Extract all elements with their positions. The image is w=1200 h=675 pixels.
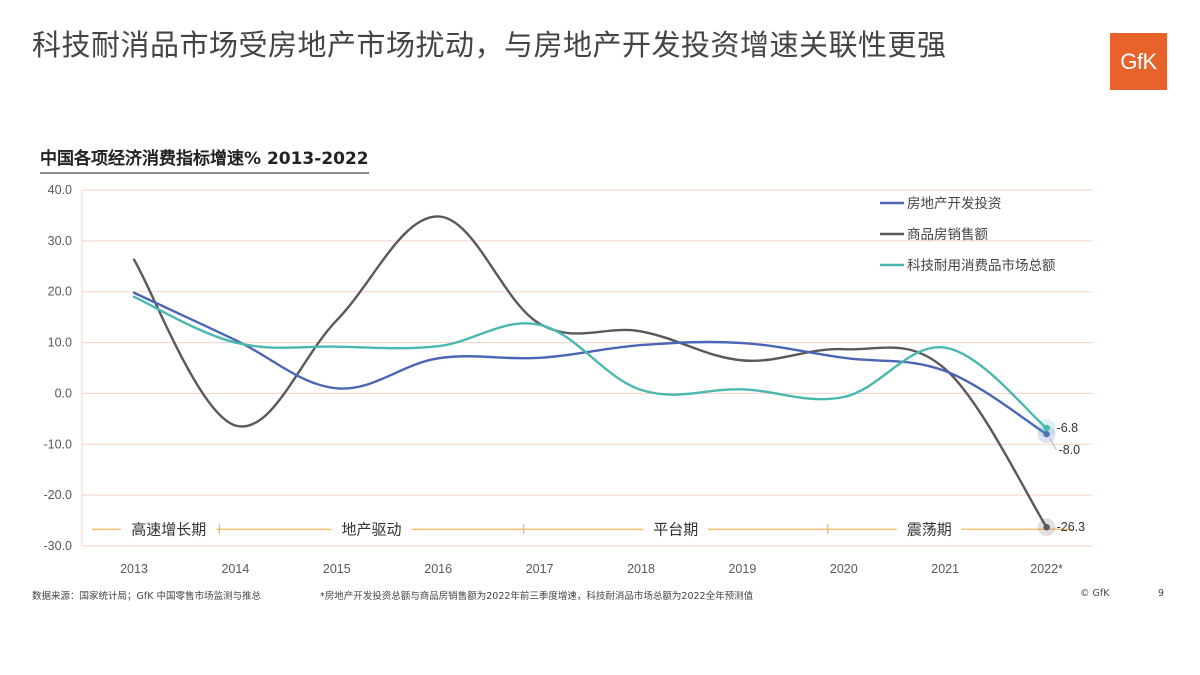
x-tick-label: 2013 (120, 562, 148, 576)
phase-timeline: 高速增长期 地产驱动 平台期 震荡期 (92, 519, 1072, 540)
y-tick-label: 10.0 (48, 336, 72, 350)
slide-title: 科技耐消品市场受房地产市场扰动，与房地产开发投资增速关联性更强 (32, 28, 947, 62)
phase-label-bg (896, 519, 962, 540)
end-label-leader (1049, 437, 1057, 451)
end-point (1043, 424, 1050, 432)
data-source-note: 数据来源：国家统计局；GfK 中国零售市场监测与推总 (32, 591, 261, 602)
phase-label: 高速增长期 (131, 521, 206, 539)
y-tick-label: -30.0 (44, 539, 73, 553)
end-value-label: -6.8 (1057, 421, 1079, 435)
chart-series (132, 215, 1056, 537)
y-tick-label: 30.0 (48, 234, 72, 248)
end-point (1043, 430, 1050, 438)
chart-gridlines (81, 189, 1092, 547)
legend-label: 科技耐用消费品市场总额 (907, 257, 1056, 274)
x-tick-label: 2016 (424, 562, 452, 576)
x-tick-label: 2022* (1030, 562, 1063, 576)
x-tick-label: 2014 (221, 562, 249, 576)
end-value-label: -26.3 (1057, 520, 1086, 534)
phase-label: 震荡期 (907, 521, 952, 539)
x-tick-label: 2018 (627, 562, 655, 576)
y-tick-label: -20.0 (44, 488, 73, 502)
legend-label: 房地产开发投资 (907, 196, 1002, 212)
copyright: © GfK (1080, 588, 1110, 599)
x-tick-label: 2017 (526, 562, 554, 576)
x-tick-label: 2020 (830, 562, 858, 576)
series-line-3 (132, 295, 1048, 430)
x-tick-label: 2015 (323, 562, 351, 576)
x-tick-label: 2021 (931, 562, 959, 576)
page-number: 9 (1158, 588, 1165, 599)
phase-label-bg (643, 519, 708, 540)
end-point (1043, 523, 1050, 531)
phase-label: 平台期 (653, 521, 698, 539)
gfk-logo: GfK (1110, 33, 1167, 90)
phase-label: 地产驱动 (341, 521, 401, 539)
y-tick-label: 20.0 (48, 285, 72, 299)
x-tick-label: 2019 (728, 562, 756, 576)
y-tick-label: 40.0 (48, 183, 72, 197)
y-tick-label: 0.0 (55, 386, 72, 400)
legend-label: 商品房销售额 (907, 227, 988, 243)
series-line-1 (132, 291, 1048, 436)
phase-label-bg (120, 519, 217, 540)
phase-label-bg (331, 519, 412, 540)
footnote: *房地产开发投资总额与商品房销售额为2022年前三季度增速，科技耐消品市场总额为… (320, 591, 754, 602)
end-value-label: -8.0 (1059, 443, 1081, 457)
chart-title: 中国各项经济消费指标增速% 2013-2022 (40, 144, 369, 174)
chart-labels: 40.0 30.0 20.0 10.0 0.0 -10.0 -20.0 -30.0 2013 20… (44, 183, 1086, 576)
y-tick-label: -10.0 (44, 437, 73, 451)
